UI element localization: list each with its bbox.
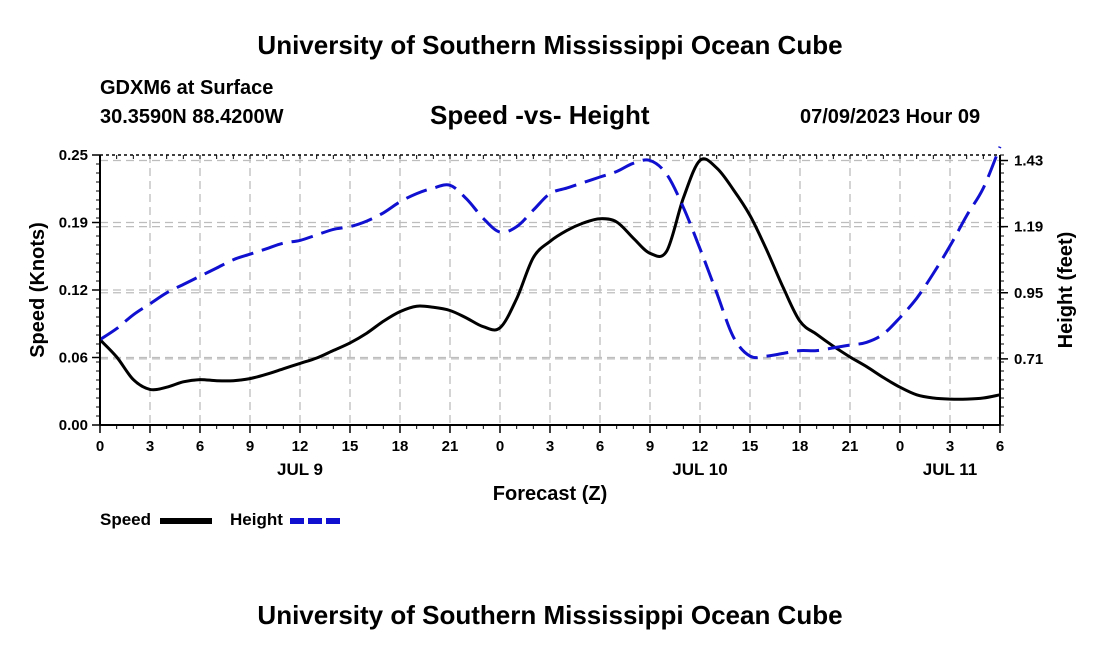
x-tick-label: 6 bbox=[996, 438, 1004, 455]
height-series-line bbox=[99, 146, 1002, 360]
x-tick-label: 0 bbox=[96, 438, 104, 455]
day-label: JUL 11 bbox=[923, 460, 978, 479]
y-axis-title: Speed (Knots) bbox=[27, 222, 49, 358]
legend-height-line bbox=[290, 518, 344, 524]
series-layer bbox=[98, 146, 1002, 401]
y2-tick-label: 1.43 bbox=[1014, 153, 1043, 170]
y-tick-label: 0.19 bbox=[59, 215, 88, 232]
legend-speed-label: Speed bbox=[100, 510, 152, 529]
station-label: GDXM6 at Surface bbox=[100, 77, 274, 99]
y-tick-label: 0.25 bbox=[59, 147, 88, 164]
day-label: JUL 10 bbox=[672, 460, 727, 479]
y2-tick-label: 0.95 bbox=[1014, 285, 1043, 302]
grid bbox=[100, 155, 1000, 425]
day-label: JUL 9 bbox=[277, 460, 323, 479]
main-title: University of Southern Mississippi Ocean… bbox=[257, 30, 843, 60]
x-tick-label: 3 bbox=[546, 438, 554, 455]
forecast-datetime: 07/09/2023 Hour 09 bbox=[800, 106, 981, 128]
y2-tick-label: 0.71 bbox=[1014, 351, 1043, 368]
x-tick-label: 18 bbox=[792, 438, 809, 455]
x-tick-label: 0 bbox=[896, 438, 904, 455]
y-tick-label: 0.00 bbox=[59, 417, 88, 434]
x-tick-label: 12 bbox=[292, 438, 309, 455]
x-tick-label: 15 bbox=[742, 438, 759, 455]
x-tick-label: 18 bbox=[392, 438, 409, 455]
x-tick-label: 15 bbox=[342, 438, 359, 455]
x-tick-label: 21 bbox=[442, 438, 459, 455]
x-tick-label: 9 bbox=[646, 438, 654, 455]
legend-height-label: Height bbox=[230, 510, 283, 529]
x-tick-label: 3 bbox=[146, 438, 154, 455]
legend-speed-line bbox=[160, 518, 212, 524]
y2-axis-title: Height (feet) bbox=[1055, 232, 1077, 349]
footer-title: University of Southern Mississippi Ocean… bbox=[257, 600, 843, 630]
x-tick-label: 6 bbox=[196, 438, 204, 455]
coordinates-label: 30.3590N 88.4200W bbox=[100, 106, 284, 128]
x-tick-label: 6 bbox=[596, 438, 604, 455]
x-tick-label: 12 bbox=[692, 438, 709, 455]
axes: 0 3 6 9 12 15 18 21 0 3 6 9 12 15 18 21 0 3 6 JUL 9 JUL 10 JU… bbox=[59, 147, 1043, 479]
y-tick-label: 0.12 bbox=[59, 282, 88, 299]
y-tick-label: 0.06 bbox=[59, 350, 88, 367]
x-tick-label: 21 bbox=[842, 438, 859, 455]
x-tick-label: 3 bbox=[946, 438, 954, 455]
chart-title: Speed -vs- Height bbox=[430, 100, 650, 130]
x-tick-label: 0 bbox=[496, 438, 504, 455]
x-tick-label: 9 bbox=[246, 438, 254, 455]
x-axis-title: Forecast (Z) bbox=[493, 483, 607, 505]
speed-series-line bbox=[98, 157, 1001, 401]
y2-tick-label: 1.19 bbox=[1014, 219, 1043, 236]
